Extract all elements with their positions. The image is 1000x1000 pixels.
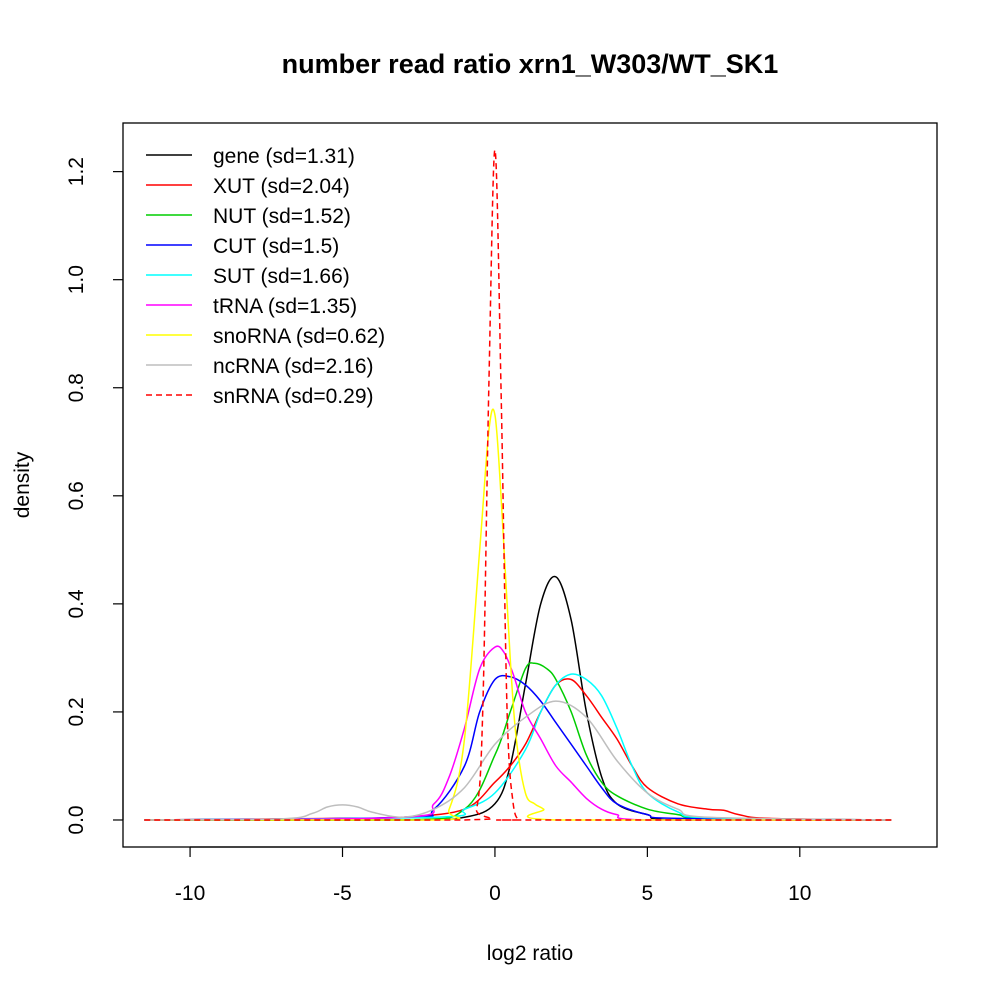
legend-label: XUT (sd=2.04) [213,175,350,198]
x-tick-label: 10 [788,882,811,905]
y-axis: 0.0 0.2 0.4 0.6 0.8 1.0 1.2 [65,157,124,835]
x-tick-label: 5 [642,882,654,905]
series-line-1 [144,575,892,821]
y-tick-label: 0.8 [65,373,88,402]
legend-label: ncRNA (sd=2.16) [213,355,374,378]
y-tick-label: 1.0 [65,265,88,294]
x-axis: -10 -5 0 5 10 [175,846,811,905]
legend-label: tRNA (sd=1.35) [213,295,357,318]
x-axis-label: log2 ratio [487,942,573,965]
y-axis-label: density [11,451,34,518]
x-tick-label: -5 [333,882,352,905]
series-line-6 [144,645,892,821]
legend-label: gene (sd=1.31) [213,145,355,168]
series-line-7 [144,408,892,821]
legend: gene (sd=1.31) XUT (sd=2.04) NUT (sd=1.52)… [146,145,385,408]
x-tick-label: 0 [489,882,501,905]
series-line-8 [144,700,892,821]
y-tick-label: 1.2 [65,157,88,186]
y-tick-label: 0.4 [65,589,88,619]
x-tick-label: -10 [175,882,205,905]
chart-title: number read ratio xrn1_W303/WT_SK1 [282,49,779,79]
y-tick-label: 0.6 [65,481,88,510]
series-line-5 [144,673,892,821]
legend-label: snRNA (sd=0.29) [213,385,374,408]
y-tick-label: 0.2 [65,697,88,726]
series-layer [144,149,892,821]
series-line-9 [144,149,892,821]
legend-label: SUT (sd=1.66) [213,265,350,288]
legend-label: CUT (sd=1.5) [213,235,339,258]
legend-label: snoRNA (sd=0.62) [213,325,385,348]
y-tick-label: 0.0 [65,805,88,834]
legend-label: NUT (sd=1.52) [213,205,351,228]
series-line-2 [144,678,892,821]
